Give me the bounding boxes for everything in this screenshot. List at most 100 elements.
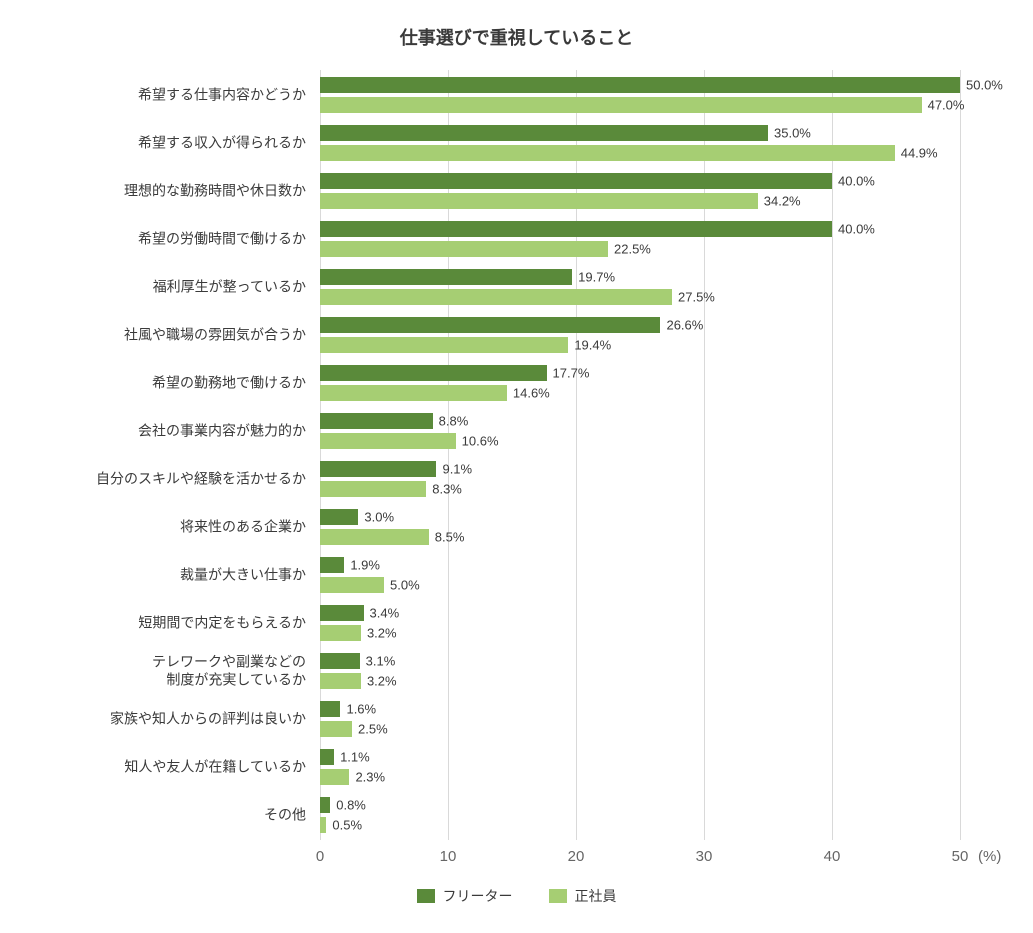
value-label: 3.2% [361, 626, 397, 641]
legend-swatch [417, 889, 435, 903]
x-tick-label: 10 [440, 840, 457, 865]
legend: フリーター 正社員 [0, 886, 1033, 906]
bar-seishain: 8.5% [320, 529, 429, 545]
gridline [960, 70, 961, 840]
category-group: 自分のスキルや経験を活かせるか9.1%8.3% [320, 461, 960, 497]
category-group: 会社の事業内容が魅力的か8.8%10.6% [320, 413, 960, 449]
value-label: 1.6% [340, 702, 376, 717]
bar-seishain: 3.2% [320, 673, 361, 689]
category-group: 理想的な勤務時間や休日数か40.0%34.2% [320, 173, 960, 209]
bar-seishain: 10.6% [320, 433, 456, 449]
value-label: 0.8% [330, 798, 366, 813]
category-group: テレワークや副業などの制度が充実しているか3.1%3.2% [320, 653, 960, 689]
bar-seishain: 47.0% [320, 97, 922, 113]
value-label: 14.6% [507, 386, 550, 401]
bar-seishain: 8.3% [320, 481, 426, 497]
bar-freeter: 3.1% [320, 653, 360, 669]
category-label: 短期間で内定をもらえるか [6, 614, 320, 632]
category-group: 短期間で内定をもらえるか3.4%3.2% [320, 605, 960, 641]
category-group: 希望の勤務地で働けるか17.7%14.6% [320, 365, 960, 401]
category-label: 会社の事業内容が魅力的か [6, 422, 320, 440]
value-label: 26.6% [660, 318, 703, 333]
category-label: 福利厚生が整っているか [6, 278, 320, 296]
value-label: 8.3% [426, 482, 462, 497]
value-label: 3.2% [361, 674, 397, 689]
bar-freeter: 9.1% [320, 461, 436, 477]
category-label: 将来性のある企業か [6, 518, 320, 536]
x-tick-label: 0 [316, 840, 324, 865]
bar-freeter: 17.7% [320, 365, 547, 381]
value-label: 8.5% [429, 530, 465, 545]
chart-title: 仕事選びで重視していること [0, 0, 1033, 60]
value-label: 5.0% [384, 578, 420, 593]
x-tick-label: 30 [696, 840, 713, 865]
bar-seishain: 14.6% [320, 385, 507, 401]
category-label: 自分のスキルや経験を活かせるか [6, 470, 320, 488]
bar-freeter: 3.4% [320, 605, 364, 621]
value-label: 40.0% [832, 222, 875, 237]
category-label: 希望する仕事内容かどうか [6, 86, 320, 104]
category-label: 知人や友人が在籍しているか [6, 758, 320, 776]
bar-seishain: 0.5% [320, 817, 326, 833]
category-label: その他 [6, 806, 320, 824]
category-label: 家族や知人からの評判は良いか [6, 710, 320, 728]
bar-freeter: 40.0% [320, 173, 832, 189]
value-label: 47.0% [922, 98, 965, 113]
bar-seishain: 34.2% [320, 193, 758, 209]
category-group: 希望する仕事内容かどうか50.0%47.0% [320, 77, 960, 113]
legend-label: フリーター [443, 886, 513, 906]
bar-freeter: 1.9% [320, 557, 344, 573]
category-label: 社風や職場の雰囲気が合うか [6, 326, 320, 344]
bar-seishain: 27.5% [320, 289, 672, 305]
legend-label: 正社員 [575, 886, 617, 906]
value-label: 9.1% [436, 462, 472, 477]
category-group: その他0.8%0.5% [320, 797, 960, 833]
value-label: 17.7% [547, 366, 590, 381]
value-label: 1.9% [344, 558, 380, 573]
category-group: 希望する収入が得られるか35.0%44.9% [320, 125, 960, 161]
bar-seishain: 2.3% [320, 769, 349, 785]
bar-seishain: 22.5% [320, 241, 608, 257]
bar-seishain: 3.2% [320, 625, 361, 641]
category-label: 希望する収入が得られるか [6, 134, 320, 152]
bar-freeter: 50.0% [320, 77, 960, 93]
bar-freeter: 8.8% [320, 413, 433, 429]
category-group: 希望の労働時間で働けるか40.0%22.5% [320, 221, 960, 257]
value-label: 2.3% [349, 770, 385, 785]
value-label: 40.0% [832, 174, 875, 189]
value-label: 19.4% [568, 338, 611, 353]
bar-freeter: 3.0% [320, 509, 358, 525]
value-label: 22.5% [608, 242, 651, 257]
legend-item-freeter: フリーター [417, 886, 513, 906]
value-label: 0.5% [326, 818, 362, 833]
bar-freeter: 0.8% [320, 797, 330, 813]
value-label: 19.7% [572, 270, 615, 285]
category-group: 将来性のある企業か3.0%8.5% [320, 509, 960, 545]
legend-swatch [549, 889, 567, 903]
value-label: 3.1% [360, 654, 396, 669]
bar-freeter: 19.7% [320, 269, 572, 285]
bar-seishain: 44.9% [320, 145, 895, 161]
category-label: 希望の労働時間で働けるか [6, 230, 320, 248]
value-label: 10.6% [456, 434, 499, 449]
bar-freeter: 1.6% [320, 701, 340, 717]
bar-freeter: 1.1% [320, 749, 334, 765]
category-label: 希望の勤務地で働けるか [6, 374, 320, 392]
category-group: 家族や知人からの評判は良いか1.6%2.5% [320, 701, 960, 737]
bar-freeter: 26.6% [320, 317, 660, 333]
value-label: 34.2% [758, 194, 801, 209]
bar-seishain: 5.0% [320, 577, 384, 593]
legend-item-seishain: 正社員 [549, 886, 617, 906]
category-label: テレワークや副業などの制度が充実しているか [6, 654, 320, 689]
bar-freeter: 35.0% [320, 125, 768, 141]
x-unit-label: (%) [978, 840, 1001, 865]
value-label: 44.9% [895, 146, 938, 161]
value-label: 3.0% [358, 510, 394, 525]
plot-inner: 01020304050(%)希望する仕事内容かどうか50.0%47.0%希望する… [320, 70, 960, 840]
category-label: 理想的な勤務時間や休日数か [6, 182, 320, 200]
category-group: 裁量が大きい仕事か1.9%5.0% [320, 557, 960, 593]
value-label: 35.0% [768, 126, 811, 141]
category-group: 福利厚生が整っているか19.7%27.5% [320, 269, 960, 305]
bar-seishain: 2.5% [320, 721, 352, 737]
bar-freeter: 40.0% [320, 221, 832, 237]
